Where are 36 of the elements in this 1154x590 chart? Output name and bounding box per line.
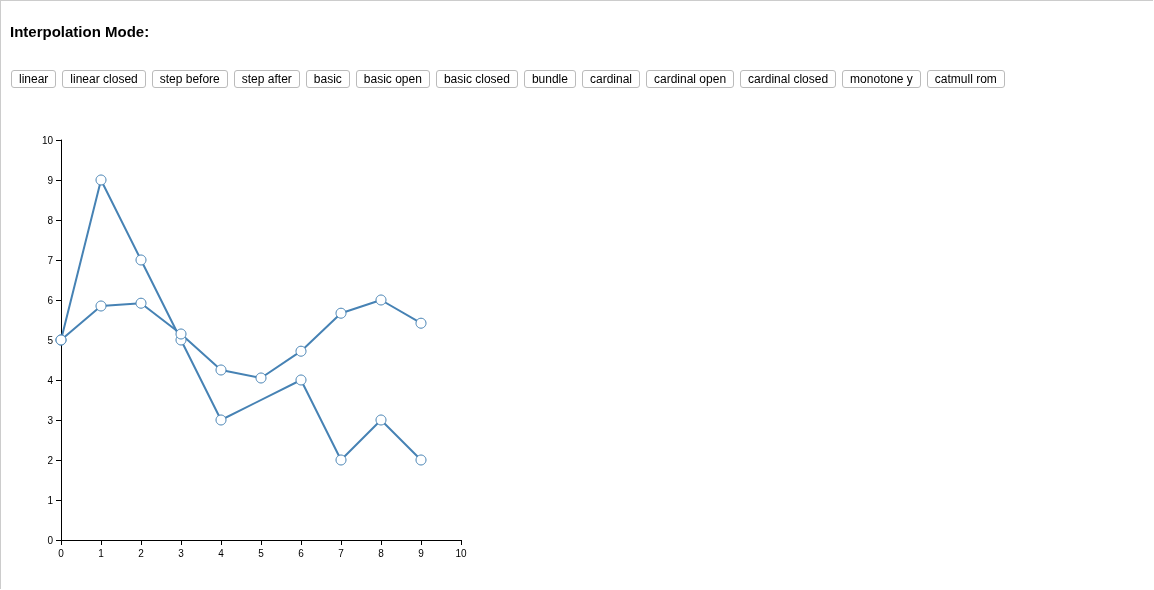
text: basic open — [355, 70, 430, 88]
x-tick-label: 9 — [418, 547, 425, 559]
x-tick-label: 6 — [298, 547, 305, 559]
y-tick-label: 9 — [47, 174, 54, 186]
x-tick-label: 10 — [455, 547, 467, 559]
x-tick-label: 2 — [138, 547, 145, 559]
y-tick-label: 2 — [47, 454, 54, 466]
x-tick-label: 8 — [378, 547, 385, 559]
y-tick-label: 3 — [47, 414, 54, 426]
y-tick-label: 4 — [47, 374, 54, 386]
text: cardinal closed — [740, 70, 837, 88]
x-tick-label: 3 — [178, 547, 185, 559]
text: monotone y — [842, 70, 921, 88]
y-tick-label: 8 — [47, 214, 54, 226]
text: catmull rom — [926, 70, 1005, 88]
x-tick-label: 1 — [98, 547, 105, 559]
text: cardinal — [581, 70, 640, 88]
text: basic closed — [435, 70, 518, 88]
text: basic — [305, 70, 350, 88]
text: cardinal open — [646, 70, 735, 88]
y-tick-label: 1 — [47, 494, 54, 506]
text: bundle — [523, 70, 576, 88]
y-tick-label: 7 — [47, 254, 54, 266]
x-tick-label: 0 — [58, 547, 65, 559]
x-tick-label: 5 — [258, 547, 265, 559]
text: linear — [11, 70, 57, 88]
text: step before — [151, 70, 228, 88]
text: linear closed — [62, 70, 146, 88]
x-tick-label: 4 — [218, 547, 225, 559]
text: step after — [233, 70, 300, 88]
chart-title: Interpolation Mode: — [10, 23, 150, 40]
y-tick-label: 5 — [47, 334, 54, 346]
x-tick-label: 7 — [338, 547, 345, 559]
y-tick-label: 0 — [47, 534, 54, 546]
y-tick-label: 6 — [47, 294, 54, 306]
y-tick-label: 10 — [41, 134, 54, 146]
